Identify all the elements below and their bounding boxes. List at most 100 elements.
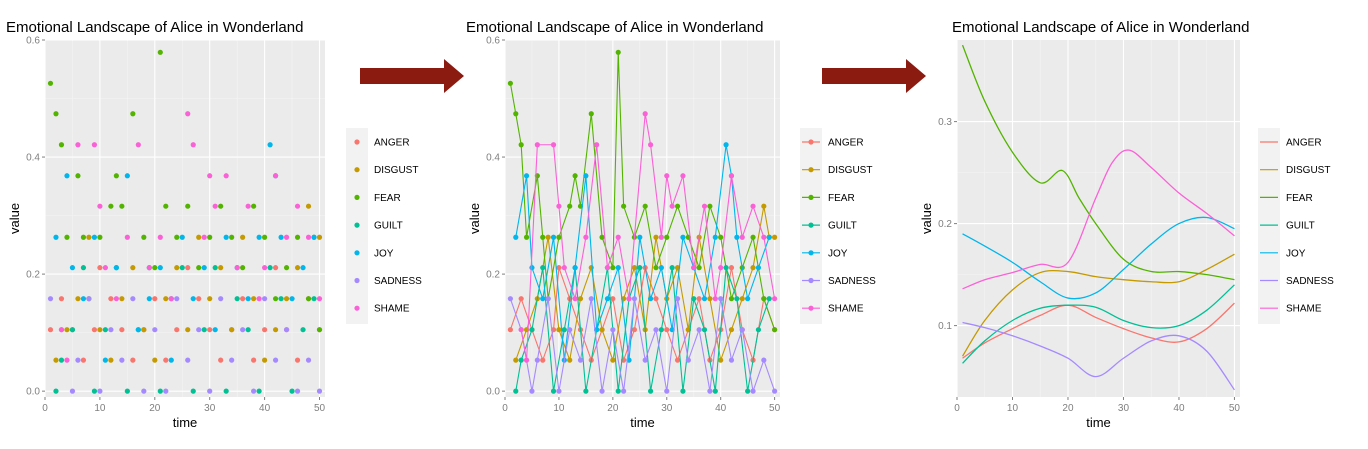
legend-label-shame: SHAME [1286,304,1322,315]
data-point-guilt [540,265,546,271]
x-tick-label: 50 [314,403,326,414]
data-point-shame [168,296,174,302]
data-point-fear [316,327,323,333]
data-point-disgust [610,357,616,363]
data-point-fear [728,296,735,302]
data-point-joy [245,296,251,302]
data-point-shame [207,173,213,179]
data-point-sadness [316,388,323,394]
legend-key-point [808,167,814,173]
data-point-anger [80,357,87,363]
data-point-shame [583,234,589,240]
data-point-disgust [108,357,114,363]
legend-key-point [808,139,814,145]
data-point-shame [647,142,654,148]
data-point-disgust [567,357,573,363]
data-point-joy [300,265,306,271]
data-point-anger [664,327,670,333]
data-point-shame [642,111,648,117]
legend-label-anger: ANGER [1286,138,1322,149]
data-point-shame [146,265,152,271]
y-tick-label: 0.4 [486,153,500,164]
data-point-shame [615,234,621,240]
data-point-shame [212,203,218,209]
data-point-disgust [86,234,92,240]
data-point-shame [572,296,578,302]
chart-title: Emotional Landscape of Alice in Wonderla… [952,19,1249,36]
data-point-joy [572,265,578,271]
data-point-sadness [47,296,54,302]
data-point-disgust [739,296,745,302]
data-point-anger [207,327,213,333]
data-point-sadness [294,388,301,394]
data-point-guilt [755,327,762,333]
y-axis-label: value [919,203,934,234]
data-point-guilt [278,296,284,302]
data-point-anger [108,296,114,302]
legend: ANGER DISGUST FEAR GUILT JOY SADNESS SHAME [1258,128,1334,324]
data-point-joy [157,265,163,271]
data-point-sadness [772,388,778,394]
data-point-fear [718,234,724,240]
data-point-anger [610,296,616,302]
data-point-joy [658,265,664,271]
data-point-guilt [734,296,740,302]
data-point-disgust [772,234,778,240]
legend-label-guilt: GUILT [374,221,403,232]
data-point-sadness [621,388,627,394]
data-point-guilt [518,357,524,363]
data-point-fear [772,327,778,333]
data-point-sadness [567,327,573,333]
data-point-fear [119,203,125,209]
data-point-anger [518,296,524,302]
data-point-sadness [653,327,659,333]
data-point-disgust [761,203,767,209]
data-point-fear [653,265,659,271]
data-point-fear [674,203,681,209]
plot-panel [45,40,325,397]
legend-key-point [354,277,360,284]
data-point-disgust [152,357,158,363]
data-point-sadness [108,327,114,333]
data-point-anger [272,265,279,271]
legend-label-sadness: SADNESS [828,276,876,287]
data-point-fear [185,203,191,209]
data-point-sadness [75,357,81,363]
data-point-joy [135,327,141,333]
data-point-disgust [185,327,191,333]
data-point-shame [556,203,562,209]
data-point-joy [278,234,284,240]
data-point-guilt [669,265,675,271]
data-point-shame [272,173,279,179]
data-point-fear [707,203,713,209]
data-point-sadness [163,388,169,394]
data-point-joy [734,234,740,240]
data-point-joy [529,265,535,271]
data-point-joy [723,142,729,148]
data-point-shame [223,173,229,179]
data-point-anger [251,357,257,363]
data-point-joy [550,234,557,240]
data-point-shame [718,265,724,271]
legend-key-point [808,194,814,200]
data-point-disgust [599,327,605,333]
legend-key-point [354,139,360,145]
data-point-guilt [550,388,557,394]
data-point-sadness [251,388,257,394]
data-point-joy [712,234,718,240]
data-point-joy [179,234,185,240]
data-point-joy [256,234,262,240]
data-point-joy [755,265,762,271]
data-point-shame [701,203,708,209]
data-point-joy [766,234,772,240]
data-point-guilt [69,327,76,333]
data-point-sadness [750,388,756,394]
data-point-disgust [141,327,147,333]
data-point-anger [47,327,54,333]
series-line-sadness [509,298,776,394]
data-point-sadness [196,327,202,333]
x-tick-label: 10 [1007,403,1019,414]
data-point-shame [534,142,540,148]
data-point-joy [201,265,207,271]
data-point-shame [316,296,323,302]
